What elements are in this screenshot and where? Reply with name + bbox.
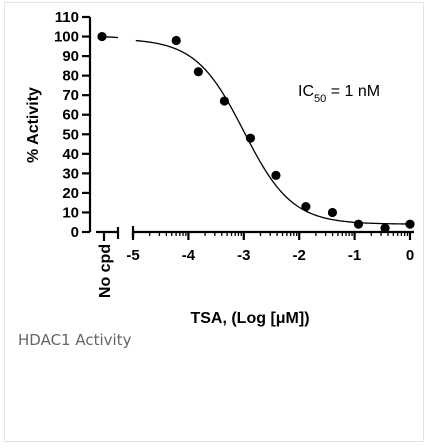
ic50-annotation: IC50 = 1 nM bbox=[298, 83, 380, 105]
points-layer bbox=[97, 31, 415, 233]
x-tick-label: -3 bbox=[237, 247, 250, 264]
y-tick-label: 10 bbox=[62, 204, 79, 221]
y-tick-label: 80 bbox=[62, 68, 79, 85]
data-point bbox=[271, 170, 281, 180]
data-point bbox=[405, 219, 415, 229]
x-tick-label: -5 bbox=[126, 247, 139, 264]
fit-layer bbox=[135, 39, 411, 225]
ic50-prefix: IC bbox=[298, 83, 314, 100]
y-tick-label: 40 bbox=[62, 146, 79, 163]
x-tick-label: 0 bbox=[406, 247, 414, 264]
data-point bbox=[193, 67, 203, 77]
y-tick-label: 30 bbox=[62, 165, 79, 182]
x-tick-label: -1 bbox=[348, 247, 361, 264]
data-point bbox=[327, 207, 338, 218]
y-tick-label: 20 bbox=[62, 185, 79, 202]
y-tick-label: 100 bbox=[54, 29, 79, 46]
ic50-value: = 1 nM bbox=[326, 83, 380, 100]
data-point bbox=[353, 219, 364, 229]
x-tick-label: -2 bbox=[293, 247, 306, 264]
y-axis-title: % Activity bbox=[25, 87, 42, 163]
control-line bbox=[101, 35, 119, 39]
x-tick-label: -4 bbox=[182, 247, 196, 264]
y-tick-label: 50 bbox=[62, 126, 79, 143]
y-tick-label: 0 bbox=[71, 224, 79, 241]
y-tick-label: 110 bbox=[55, 9, 79, 26]
data-point bbox=[171, 35, 181, 46]
data-point bbox=[219, 96, 230, 106]
chart-caption: HDAC1 Activity bbox=[18, 331, 132, 349]
y-tick-label: 60 bbox=[62, 107, 79, 124]
axes-layer: 0 10 20 30 40 50 60 70 80 90 100 110 -5 -4 -3 -2 -1 0 bbox=[54, 9, 414, 264]
fit-curve bbox=[135, 39, 411, 225]
ic50-subscript: 50 bbox=[314, 93, 326, 105]
data-point bbox=[301, 201, 311, 212]
data-point bbox=[380, 223, 390, 233]
y-tick-label: 90 bbox=[62, 48, 79, 65]
control-label: No cpd bbox=[97, 244, 114, 298]
data-point bbox=[245, 133, 256, 143]
y-tick-label: 70 bbox=[62, 87, 79, 104]
x-axis-title: TSA, (Log [μM]) bbox=[190, 310, 309, 327]
